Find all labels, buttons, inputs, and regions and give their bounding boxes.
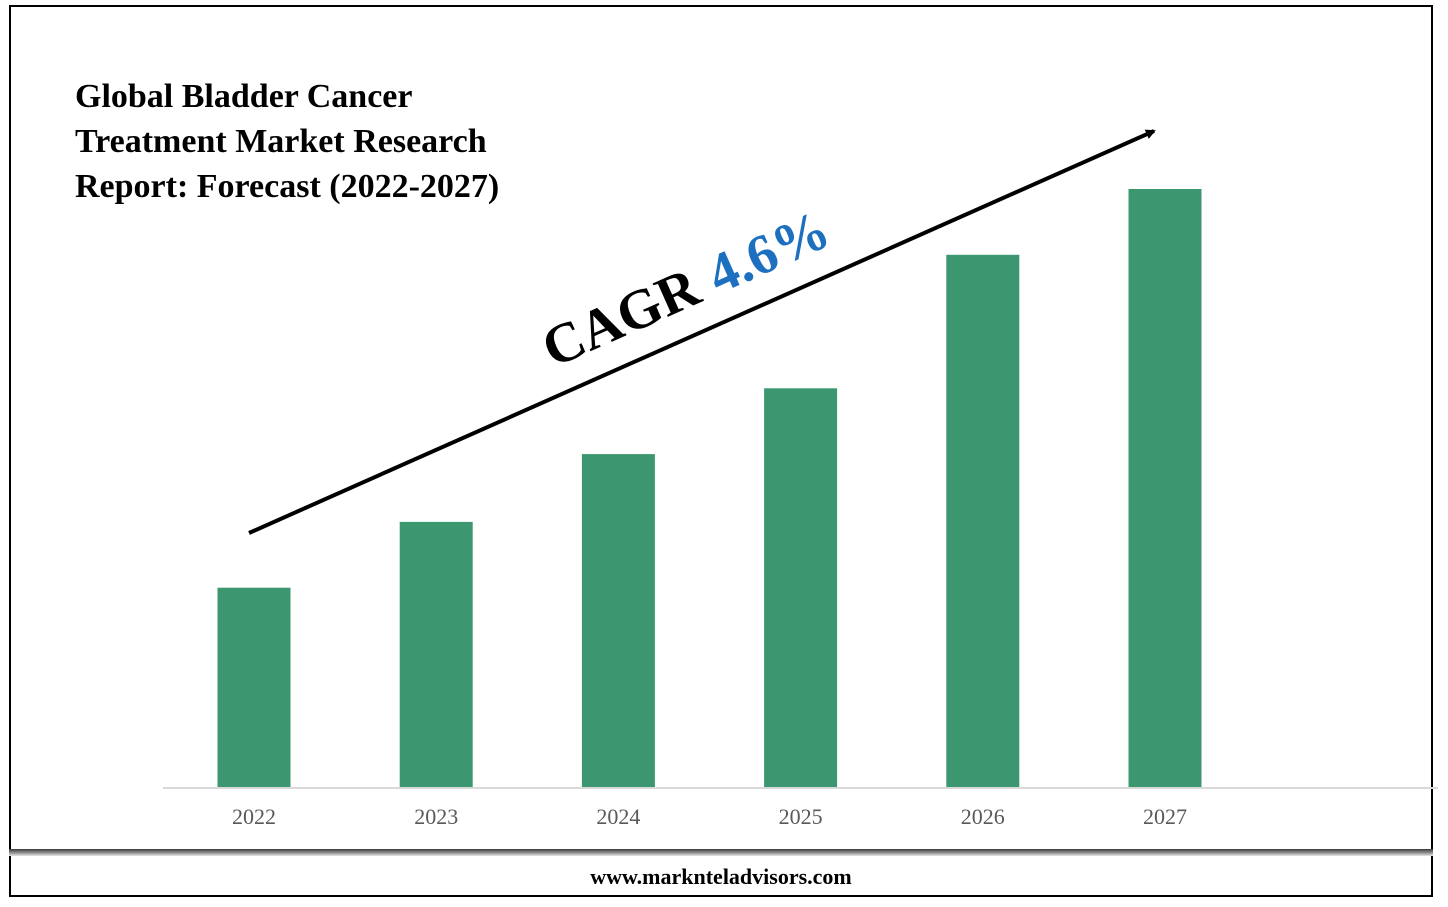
image-frame (9, 5, 1433, 897)
bar-2026 (946, 254, 1020, 788)
x-tick-label-2026: 2026 (961, 804, 1005, 829)
panel-divider-shadow (9, 849, 1433, 856)
bar-2023 (399, 521, 473, 787)
chart-title-line-2: Treatment Market Research (75, 123, 487, 160)
cagr-value: 4.6% (698, 198, 838, 306)
footer-website[interactable]: www.marknteladvisors.com (590, 864, 852, 889)
bars-group (217, 189, 1202, 788)
x-tick-label-2022: 2022 (232, 804, 276, 829)
x-tick-label-2027: 2027 (1143, 804, 1187, 829)
chart-title-line-1: Global Bladder Cancer (75, 78, 413, 115)
chart-title: Global Bladder Cancer Treatment Market R… (75, 74, 595, 209)
chart-title-line-3: Report: Forecast (2022-2027) (75, 168, 500, 205)
x-tick-label-2023: 2023 (414, 804, 458, 829)
x-tick-label-2025: 2025 (779, 804, 823, 829)
bar-2022 (217, 587, 291, 787)
cagr-label: CAGR (533, 256, 709, 380)
trend-arrow (248, 129, 1156, 535)
cagr-annotation: CAGR 4.6% (533, 198, 839, 379)
bar-2027 (1128, 189, 1202, 787)
bar-2025 (764, 388, 838, 787)
bar-2024 (581, 454, 655, 787)
x-tick-labels: 2022 2023 2024 2025 2026 2027 (232, 804, 1187, 829)
x-tick-label-2024: 2024 (596, 804, 640, 829)
